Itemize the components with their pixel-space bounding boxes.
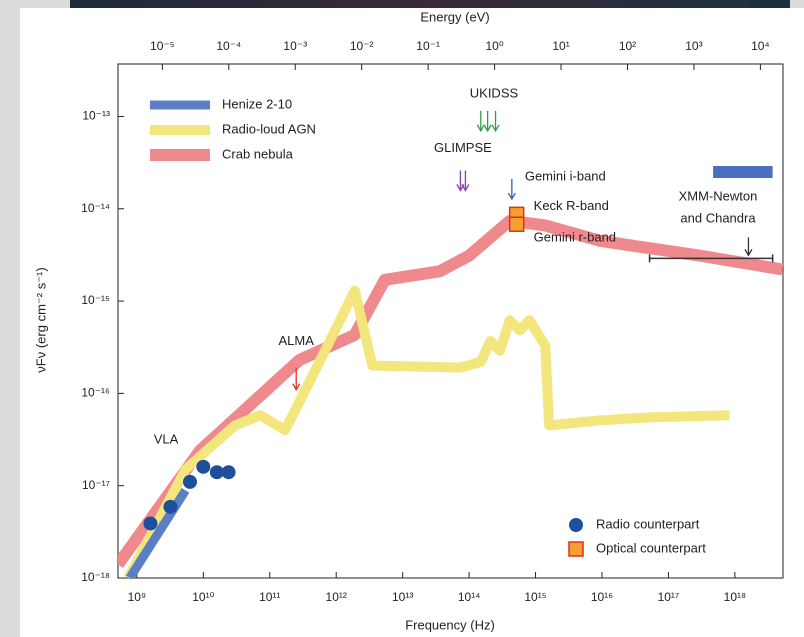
x2-tick-label: 10⁻³ — [283, 39, 307, 53]
legend-swatch — [569, 542, 583, 556]
point-label: Keck R-band — [534, 198, 609, 213]
limit-label: Gemini i-band — [525, 168, 606, 183]
x-tick-label: 10¹⁵ — [524, 590, 546, 604]
optical-point — [510, 217, 524, 231]
x2-tick-label: 10⁰ — [486, 39, 504, 53]
x-tick-label: 10⁹ — [128, 590, 147, 604]
legend-label: Henize 2-10 — [222, 96, 292, 111]
x2-tick-label: 10⁻² — [350, 39, 374, 53]
legend-label: Radio counterpart — [596, 516, 700, 531]
legend-swatch — [569, 518, 583, 532]
x2-tick-label: 10² — [619, 39, 636, 53]
legend-label: Crab nebula — [222, 146, 294, 161]
radio-point — [196, 460, 210, 474]
y-tick-label: 10⁻¹⁶ — [81, 386, 110, 400]
xray-band — [713, 166, 773, 178]
x-axis-title: Frequency (Hz) — [405, 617, 495, 632]
x2-axis-title: Energy (eV) — [420, 9, 489, 24]
legend-label: Radio-loud AGN — [222, 121, 316, 136]
x-tick-label: 10¹⁷ — [658, 590, 680, 604]
annotation: VLA — [154, 431, 179, 446]
chart: Energy (eV) Frequency (Hz) νFν (erg cm⁻²… — [0, 0, 804, 637]
x2-tick-label: 10⁻⁴ — [216, 39, 241, 53]
y-tick-label: 10⁻¹⁸ — [81, 570, 110, 584]
x-tick-label: 10¹¹ — [259, 590, 280, 604]
radio-point — [183, 475, 197, 489]
x-tick-label: 10¹⁸ — [724, 590, 746, 604]
y-axis-title: νFν (erg cm⁻² s⁻¹) — [33, 267, 48, 372]
x-tick-label: 10¹² — [326, 590, 347, 604]
x-tick-label: 10¹⁴ — [458, 590, 481, 604]
x2-tick-label: 10¹ — [552, 39, 569, 53]
limit-label: UKIDSS — [470, 85, 519, 100]
point-label: Gemini r-band — [534, 230, 616, 245]
page: {"chart_data": { "type": "line", "x_labe… — [0, 0, 804, 637]
x-tick-label: 10¹⁶ — [591, 590, 613, 604]
x-tick-label: 10¹⁰ — [192, 590, 214, 604]
x-tick-label: 10¹³ — [392, 590, 413, 604]
y-tick-label: 10⁻¹⁷ — [82, 478, 110, 492]
x2-tick-label: 10⁻¹ — [416, 39, 440, 53]
x2-tick-label: 10⁻⁵ — [150, 39, 175, 53]
radio-point — [222, 465, 236, 479]
radio-point — [163, 500, 177, 514]
background-strip — [70, 0, 790, 8]
y-tick-label: 10⁻¹³ — [82, 109, 110, 123]
xray-label: and Chandra — [680, 210, 756, 225]
limit-label: ALMA — [278, 333, 314, 348]
radio-point — [143, 516, 157, 530]
xray-label: XMM-Newton — [679, 188, 758, 203]
y-tick-label: 10⁻¹⁴ — [81, 201, 110, 215]
y-tick-label: 10⁻¹⁵ — [81, 293, 110, 307]
limit-label: GLIMPSE — [434, 140, 492, 155]
x2-tick-label: 10³ — [685, 39, 702, 53]
legend-label: Optical counterpart — [596, 540, 706, 555]
x2-tick-label: 10⁴ — [751, 39, 770, 53]
